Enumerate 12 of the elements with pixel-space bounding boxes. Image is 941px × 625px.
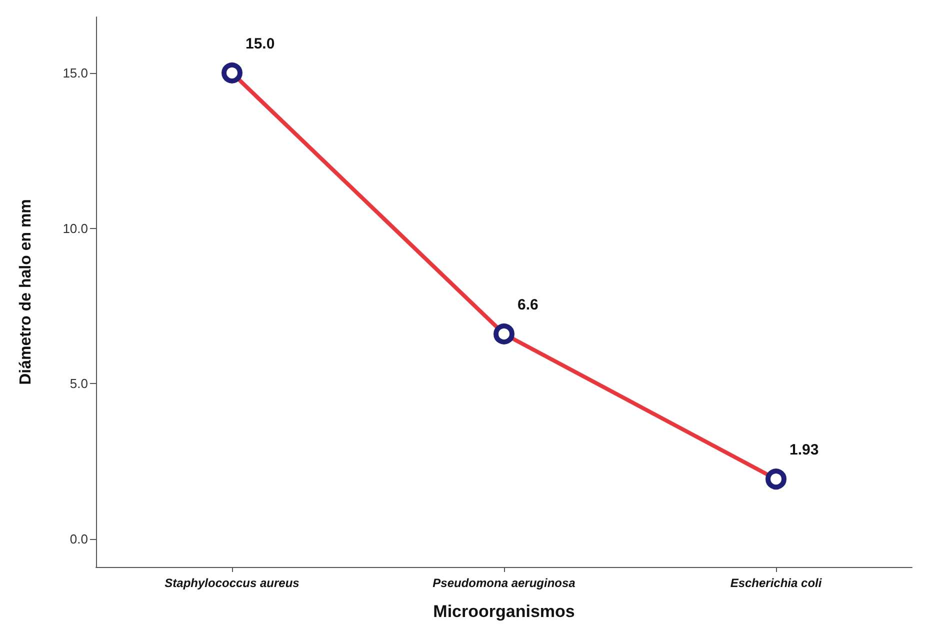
x-tick-label: Escherichia coli	[730, 576, 822, 590]
data-label: 15.0	[246, 35, 275, 52]
y-tick-label: 0.0	[70, 532, 88, 547]
y-tick-label: 15.0	[62, 65, 88, 80]
x-axis-title: Microorganismos	[433, 602, 575, 621]
x-tick-label: Staphylococcus aureus	[164, 576, 300, 590]
x-tick-label: Pseudomona aeruginosa	[432, 576, 576, 590]
y-tick-label: 5.0	[70, 376, 88, 392]
data-label: 6.6	[518, 296, 538, 314]
data-label: 1.93	[790, 442, 819, 459]
y-tick-label: 10.0	[62, 220, 88, 236]
y-axis-title: Diámetro de halo en mm	[18, 199, 34, 385]
